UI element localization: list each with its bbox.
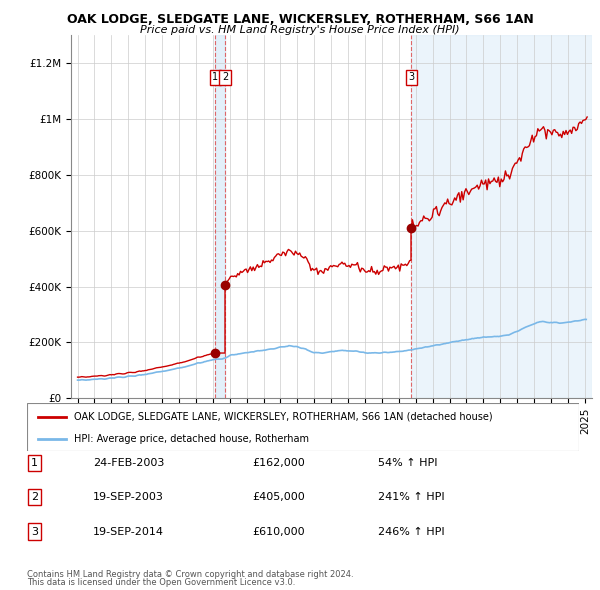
Text: 3: 3 xyxy=(408,72,414,82)
Text: OAK LODGE, SLEDGATE LANE, WICKERSLEY, ROTHERHAM, S66 1AN: OAK LODGE, SLEDGATE LANE, WICKERSLEY, RO… xyxy=(67,13,533,26)
Bar xyxy=(215,35,225,398)
Text: Contains HM Land Registry data © Crown copyright and database right 2024.: Contains HM Land Registry data © Crown c… xyxy=(27,570,353,579)
Text: This data is licensed under the Open Government Licence v3.0.: This data is licensed under the Open Gov… xyxy=(27,578,295,587)
Text: 2: 2 xyxy=(31,493,38,502)
Text: £405,000: £405,000 xyxy=(252,493,305,502)
Text: 1: 1 xyxy=(212,72,218,82)
Text: 3: 3 xyxy=(31,527,38,536)
Text: HPI: Average price, detached house, Rotherham: HPI: Average price, detached house, Roth… xyxy=(74,434,309,444)
Text: £610,000: £610,000 xyxy=(252,527,305,536)
Text: 2: 2 xyxy=(222,72,228,82)
Text: 241% ↑ HPI: 241% ↑ HPI xyxy=(378,493,445,502)
Text: OAK LODGE, SLEDGATE LANE, WICKERSLEY, ROTHERHAM, S66 1AN (detached house): OAK LODGE, SLEDGATE LANE, WICKERSLEY, RO… xyxy=(74,411,493,421)
FancyBboxPatch shape xyxy=(27,403,579,451)
Text: 19-SEP-2003: 19-SEP-2003 xyxy=(93,493,164,502)
Bar xyxy=(411,35,592,398)
Text: 54% ↑ HPI: 54% ↑ HPI xyxy=(378,458,437,468)
Text: 19-SEP-2014: 19-SEP-2014 xyxy=(93,527,164,536)
Text: 24-FEB-2003: 24-FEB-2003 xyxy=(93,458,164,468)
Text: 246% ↑ HPI: 246% ↑ HPI xyxy=(378,527,445,536)
Text: £162,000: £162,000 xyxy=(252,458,305,468)
Text: 1: 1 xyxy=(31,458,38,468)
Bar xyxy=(411,35,592,398)
Text: Price paid vs. HM Land Registry's House Price Index (HPI): Price paid vs. HM Land Registry's House … xyxy=(140,25,460,35)
